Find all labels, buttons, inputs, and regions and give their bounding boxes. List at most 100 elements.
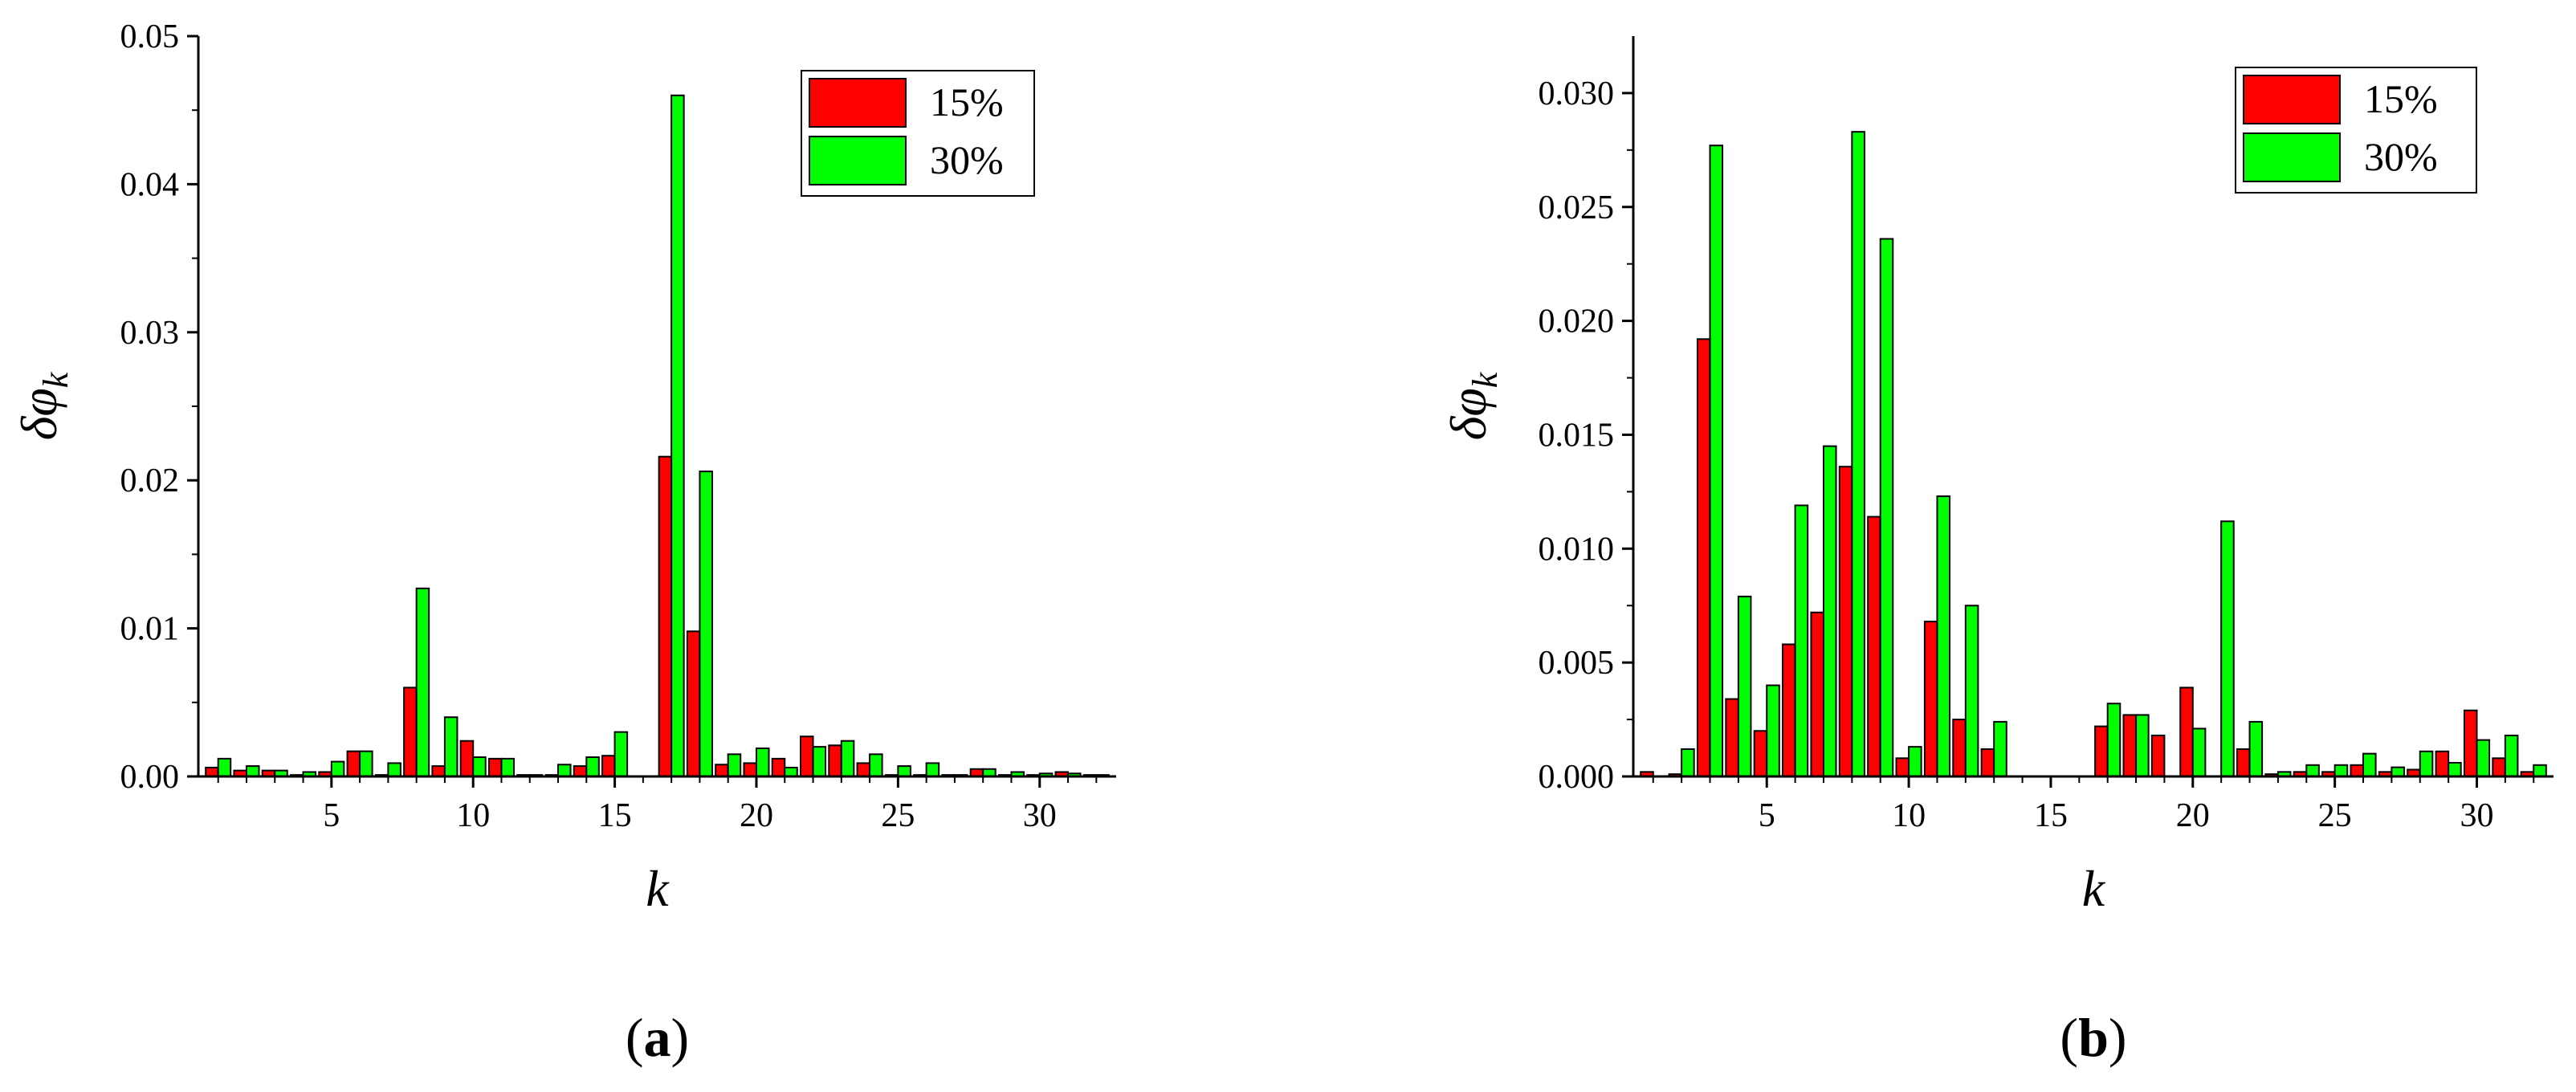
bar-30pct-k17 — [670, 94, 685, 777]
y-axis-label-subscript: k — [36, 371, 75, 388]
bar-30pct-k7 — [387, 762, 401, 778]
bar-30pct-k3 — [1709, 145, 1724, 778]
bar-30pct-k30 — [2476, 739, 2491, 777]
bar-30pct-k23 — [840, 740, 855, 777]
bar-30pct-k32 — [2533, 764, 2547, 778]
x-tick-label: 5 — [323, 797, 340, 834]
x-axis-label: k — [2082, 860, 2106, 917]
bar-30pct-k20 — [2191, 727, 2207, 777]
bar-30pct-k8 — [1851, 131, 1865, 777]
bar-30pct-k24 — [2305, 764, 2320, 778]
y-tick-label: 0.015 — [1539, 417, 1615, 454]
panel-label-letter: b — [2078, 1007, 2109, 1068]
y-tick-label: 0.025 — [1539, 189, 1615, 226]
y-axis-label-subscript: k — [1465, 371, 1505, 388]
bar-30pct-k6 — [359, 750, 373, 778]
bar-30pct-k21 — [2220, 520, 2235, 777]
x-tick-label: 25 — [881, 797, 915, 834]
bar-30pct-k21 — [784, 766, 798, 778]
bar-30pct-k26 — [925, 762, 940, 778]
bar-15pct-k14 — [573, 765, 588, 778]
x-tick-label: 15 — [598, 797, 632, 834]
bar-30pct-k13 — [1993, 720, 2007, 777]
y-tick-label: 0.03 — [120, 315, 180, 352]
bar-15pct-k11 — [1923, 621, 1938, 778]
bar-30pct-k27 — [2391, 766, 2405, 778]
bar-15pct-k18 — [2122, 714, 2138, 778]
bar-15pct-k19 — [715, 764, 729, 777]
bar-30pct-k11 — [1936, 495, 1951, 777]
bar-30pct-k10 — [472, 756, 487, 778]
bar-30pct-k22 — [812, 746, 827, 777]
bar-15pct-k7 — [1810, 611, 1824, 777]
y-tick-label: 0.01 — [120, 611, 180, 648]
bar-15pct-k5 — [1753, 730, 1768, 778]
bar-30pct-k25 — [897, 765, 911, 778]
y-tick-label: 0.030 — [1539, 75, 1615, 112]
bar-15pct-k15 — [601, 755, 616, 777]
legend-swatch-15pct — [2243, 75, 2341, 124]
legend-swatch-30pct — [809, 136, 907, 185]
bar-30pct-k24 — [869, 753, 883, 778]
bar-15pct-k31 — [2492, 757, 2506, 777]
bar-15pct-k17 — [658, 455, 673, 777]
bar-30pct-k26 — [2362, 752, 2377, 778]
bar-30pct-k1 — [217, 757, 232, 777]
bar-15pct-k26 — [2350, 764, 2365, 778]
panel-label-close: ) — [2109, 1007, 2127, 1068]
bar-15pct-k9 — [431, 765, 446, 778]
y-tick-label: 0.05 — [120, 18, 180, 55]
bar-15pct-k12 — [1952, 719, 1967, 778]
bar-30pct-k15 — [613, 731, 629, 777]
y-tick-label: 0.02 — [120, 462, 180, 499]
bar-30pct-k17 — [2106, 703, 2122, 777]
bar-15pct-k3 — [1696, 338, 1711, 777]
x-tick-label: 25 — [2318, 797, 2352, 834]
bar-15pct-k22 — [2236, 748, 2251, 778]
panel-label-letter: a — [644, 1007, 671, 1068]
bar-30pct-k25 — [2333, 764, 2349, 778]
bar-15pct-k22 — [800, 735, 814, 778]
bar-15pct-k30 — [2463, 709, 2478, 777]
x-tick-label: 15 — [2034, 797, 2068, 834]
bar-30pct-k9 — [443, 716, 459, 777]
bar-15pct-k13 — [1980, 748, 1995, 778]
bar-30pct-k12 — [1964, 605, 1979, 777]
y-axis-label: δφk — [10, 371, 75, 440]
bar-15pct-k11 — [487, 757, 503, 777]
bar-30pct-k18 — [2135, 714, 2150, 778]
bar-15pct-k17 — [2094, 725, 2109, 778]
bar-15pct-k24 — [856, 762, 871, 778]
y-tick-label: 0.005 — [1539, 645, 1615, 682]
bar-30pct-k9 — [1879, 238, 1894, 777]
bar-30pct-k2 — [245, 765, 260, 778]
y-tick-label: 0.020 — [1539, 304, 1615, 340]
x-axis-label: k — [646, 860, 670, 917]
panel-label: (a) — [626, 1007, 689, 1068]
chart-panel-a: 0.000.010.020.030.040.055 10 15 20 25 30kδφk1… — [10, 18, 1116, 1068]
bar-15pct-k20 — [743, 762, 757, 778]
bar-15pct-k8 — [403, 687, 418, 777]
bar-30pct-k19 — [727, 753, 742, 778]
bar-30pct-k14 — [585, 756, 600, 778]
bar-30pct-k22 — [2248, 720, 2264, 777]
x-tick-label: 10 — [456, 797, 490, 834]
legend-swatch-15pct — [809, 78, 907, 128]
bar-15pct-k21 — [771, 757, 786, 777]
x-tick-label: 20 — [2176, 797, 2210, 834]
bar-15pct-k18 — [686, 630, 701, 777]
bar-15pct-k8 — [1838, 466, 1853, 777]
bar-30pct-k8 — [415, 587, 430, 777]
bar-30pct-k11 — [500, 757, 515, 777]
chart-panel-b: 0.000 0.005 0.010 0.015 0.020 0.025 0.030 5 10 15… — [1440, 36, 2554, 1068]
x-tick-label: 20 — [740, 797, 773, 834]
bar-15pct-k6 — [346, 750, 361, 778]
bar-30pct-k31 — [2504, 734, 2519, 778]
x-tick-label: 30 — [1023, 797, 1057, 834]
x-tick-label: 10 — [1892, 797, 1926, 834]
y-tick-label: 0.04 — [120, 166, 180, 203]
legend-label-30pct: 30% — [930, 137, 1004, 182]
bar-30pct-k2 — [1681, 748, 1695, 778]
bar-30pct-k13 — [557, 764, 572, 777]
